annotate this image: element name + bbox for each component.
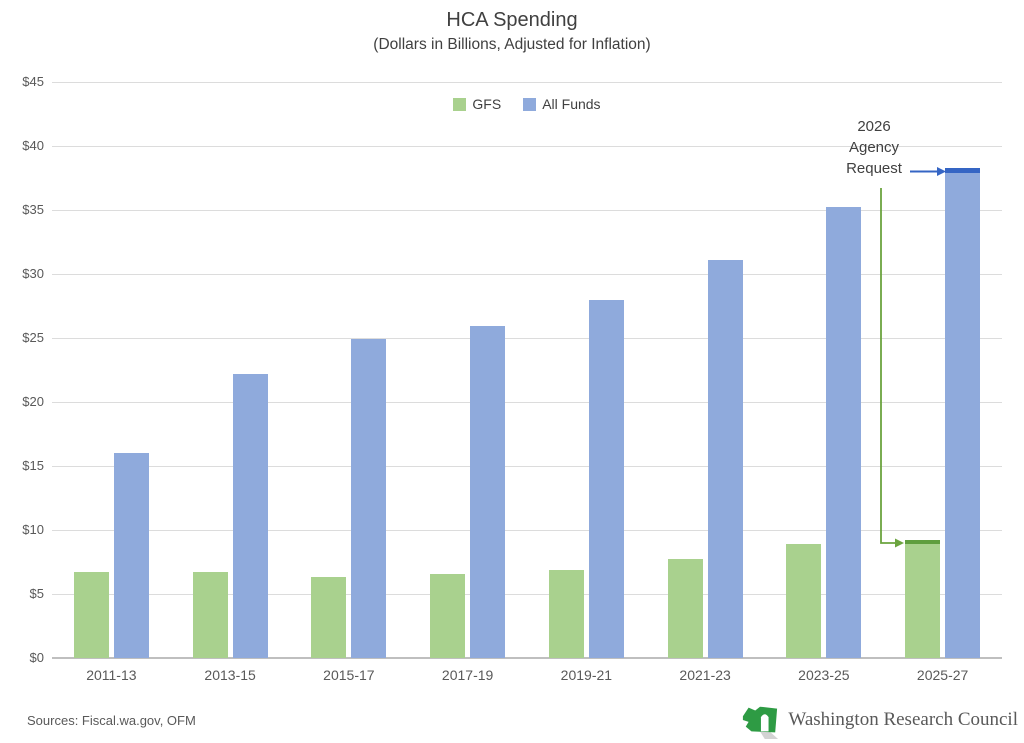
- bar-gfs-2019-21: [548, 569, 584, 658]
- y-tick-label-40: $40: [22, 138, 44, 153]
- bar-all-funds-2023-25: [826, 207, 862, 658]
- gridline-20: [52, 402, 1002, 403]
- all-funds-swatch-icon: [523, 97, 537, 111]
- y-tick-label-25: $25: [22, 330, 44, 345]
- logo-column: [761, 714, 769, 732]
- bar-gfs-2011-13: [73, 572, 109, 658]
- all-funds-request-marker: [945, 167, 981, 173]
- x-tick-label-2025-27: 2025-27: [916, 667, 969, 683]
- gridline-15: [52, 466, 1002, 467]
- legend-label-gfs: GFS: [472, 96, 502, 112]
- y-tick-label-15: $15: [22, 458, 44, 473]
- bar-gfs-2017-19: [430, 573, 466, 658]
- bar-gfs-2023-25: [786, 544, 822, 658]
- gridline-25: [52, 338, 1002, 339]
- bar-gfs-2025-27: [905, 541, 941, 658]
- bar-all-funds-2021-23: [707, 259, 743, 658]
- bar-all-funds-2011-13: [113, 453, 149, 658]
- y-tick-label-10: $10: [22, 522, 44, 537]
- x-tick-label-2013-15: 2013-15: [204, 667, 256, 683]
- logo-state-shape: [743, 706, 778, 733]
- x-tick-label-2019-21: 2019-21: [560, 667, 613, 683]
- x-tick-label-2017-19: 2017-19: [441, 667, 494, 683]
- gridline-35: [52, 210, 1002, 211]
- y-tick-label-0: $0: [29, 650, 44, 665]
- bar-all-funds-2013-15: [232, 373, 268, 658]
- y-tick-label-35: $35: [22, 202, 44, 217]
- y-tick-label-5: $5: [29, 586, 44, 601]
- gfs-request-marker: [905, 540, 941, 545]
- x-tick-label-2011-13: 2011-13: [86, 667, 137, 683]
- bar-all-funds-2025-27: [945, 169, 981, 658]
- gridline-40: [52, 146, 1002, 147]
- gridline-45: [52, 82, 1002, 83]
- legend-item-all-funds: All Funds: [523, 96, 601, 112]
- annotation-2026-agency-request: 2026 Agency Request: [794, 116, 954, 179]
- x-axis-line: [52, 657, 1002, 659]
- chart-subtitle: (Dollars in Billions, Adjusted for Infla…: [373, 36, 651, 53]
- legend-item-gfs: GFS: [453, 96, 501, 112]
- y-tick-label-30: $30: [22, 266, 44, 281]
- logo-shadow: [760, 731, 779, 739]
- chart-title: HCA Spending: [446, 9, 578, 31]
- legend-label-all-funds: All Funds: [542, 96, 601, 112]
- bar-all-funds-2017-19: [470, 326, 506, 658]
- annotation-line-2: Agency: [848, 139, 900, 156]
- annotation-line-3: Request: [846, 160, 902, 177]
- y-tick-label-20: $20: [22, 394, 44, 409]
- bar-gfs-2013-15: [192, 572, 228, 658]
- green-arrow-line: [880, 188, 895, 544]
- x-tick-label-2023-25: 2023-25: [798, 667, 850, 683]
- sources-note: Sources: Fiscal.wa.gov, OFM: [27, 713, 196, 728]
- org-name: Washington Research Council: [788, 709, 1018, 730]
- bar-all-funds-2015-17: [351, 339, 387, 658]
- bar-gfs-2015-17: [311, 577, 347, 658]
- chart-legend: GFS All Funds: [52, 96, 1002, 112]
- gridline-5: [52, 594, 1002, 595]
- annotation-line-1: 2026: [857, 118, 891, 135]
- x-tick-label-2021-23: 2021-23: [679, 667, 731, 683]
- org-branding: Washington Research Council: [739, 701, 1018, 739]
- x-tick-label-2015-17: 2015-17: [323, 667, 375, 683]
- gridline-30: [52, 274, 1002, 275]
- bar-gfs-2021-23: [667, 559, 703, 658]
- gfs-swatch-icon: [453, 97, 467, 111]
- gridline-10: [52, 530, 1002, 531]
- washington-state-logo-icon: [743, 706, 779, 739]
- green-arrowhead-icon: [895, 538, 904, 548]
- bar-all-funds-2019-21: [588, 299, 624, 658]
- y-tick-label-45: $45: [22, 74, 44, 89]
